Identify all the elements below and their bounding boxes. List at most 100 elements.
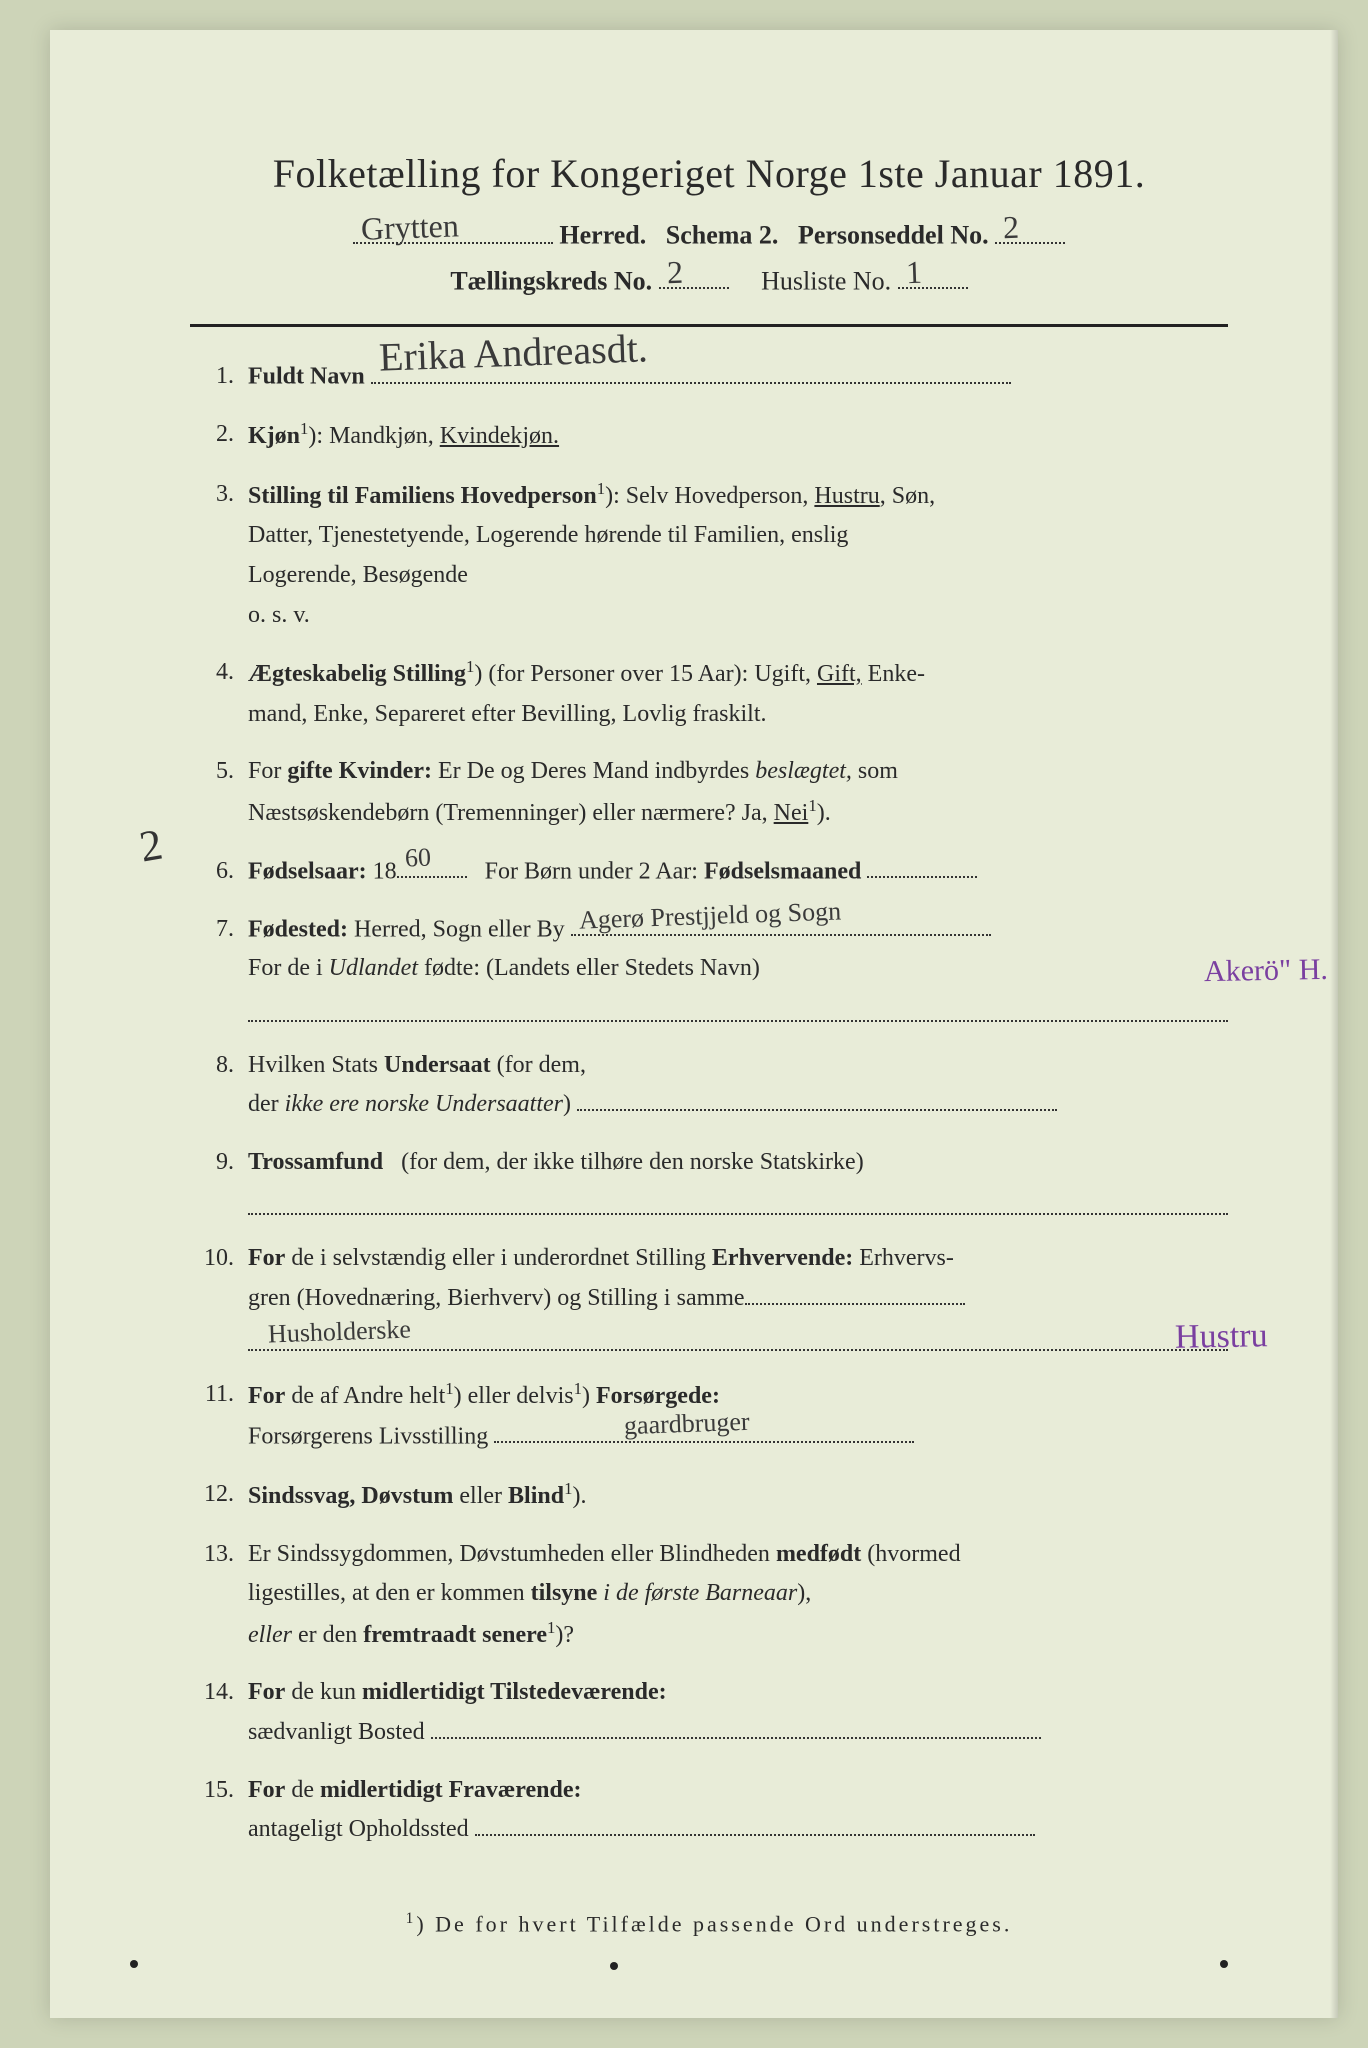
item-number: 11. bbox=[190, 1375, 248, 1457]
text: (hvormed bbox=[861, 1541, 960, 1567]
name-handwritten: Erika Andreasdt. bbox=[378, 315, 649, 390]
herred-label: Herred. bbox=[559, 221, 646, 250]
separator-rule bbox=[190, 324, 1228, 327]
item-number: 2. bbox=[190, 415, 248, 457]
ink-dot bbox=[610, 1962, 618, 1970]
hustru-underlined: Hustru bbox=[814, 483, 879, 509]
item-11: 11. For de af Andre helt1) eller delvis1… bbox=[190, 1375, 1228, 1457]
item-number: 1. bbox=[190, 357, 248, 397]
item-number: 14. bbox=[190, 1673, 248, 1752]
item-2: 2. Kjøn1): Mandkjøn, Kvindekjøn. bbox=[190, 415, 1228, 457]
item-number: 6. bbox=[190, 852, 248, 892]
item-7: 7. Fødested: Herred, Sogn eller By Agerø… bbox=[190, 910, 1228, 1028]
sup: 1 bbox=[445, 1379, 453, 1398]
text: ) bbox=[582, 1383, 596, 1409]
text: Hvilken Stats bbox=[248, 1052, 384, 1078]
item-9: 9. Trossamfund (for dem, der ikke tilhør… bbox=[190, 1143, 1228, 1221]
fremtraadt-label: fremtraadt senere bbox=[363, 1622, 547, 1648]
akero-purple-handwritten: Akerö" H. bbox=[1204, 944, 1329, 996]
text: Enke- bbox=[862, 661, 925, 687]
sindssvag-label: Sindssvag, Døvstum bbox=[248, 1483, 453, 1509]
udlandet-italic: Udlandet bbox=[329, 955, 418, 981]
text: For de i bbox=[248, 955, 329, 981]
text: o. s. v. bbox=[248, 602, 310, 628]
ink-dot bbox=[130, 1960, 138, 1968]
item-number: 10. bbox=[190, 1239, 248, 1357]
footnote: 1) De for hvert Tilfælde passende Ord un… bbox=[190, 1910, 1228, 1937]
barneaar-italic: i de første Barneaar bbox=[597, 1580, 797, 1606]
text: ). bbox=[817, 800, 831, 826]
footnote-sup: 1 bbox=[406, 1910, 417, 1927]
form-items: 1. Fuldt Navn Erika Andreasdt. 2. Kjøn1)… bbox=[190, 357, 1228, 1850]
document-page: 2 Folketælling for Kongeriget Norge 1ste… bbox=[50, 30, 1338, 2018]
ikke-norske-italic: ikke ere norske Undersaatter bbox=[285, 1091, 563, 1117]
for-label: For bbox=[248, 1777, 285, 1803]
gift-underlined: Gift, bbox=[817, 661, 862, 687]
text: For bbox=[248, 758, 287, 784]
item-10: 10. For de i selvstændig eller i underor… bbox=[190, 1239, 1228, 1357]
eller-italic: eller bbox=[248, 1622, 292, 1648]
text: Herred, Sogn eller By bbox=[354, 916, 565, 942]
text: Logerende, Besøgende bbox=[248, 562, 468, 588]
year-handwritten: 60 bbox=[404, 837, 431, 881]
text: de kun bbox=[285, 1679, 362, 1705]
blind-label: Blind bbox=[508, 1483, 564, 1509]
forsorger-handwritten: gaardbruger bbox=[624, 1400, 751, 1447]
text: ): Selv Hovedperson, bbox=[605, 483, 814, 509]
person-no-handwritten: 2 bbox=[1002, 208, 1019, 246]
item-13: 13. Er Sindssygdommen, Døvstumheden elle… bbox=[190, 1535, 1228, 1656]
erhvervende-label: Erhvervende: bbox=[712, 1245, 853, 1271]
item-15: 15. For de midlertidigt Fraværende: anta… bbox=[190, 1771, 1228, 1850]
text: gren (Hovednæring, Bierhverv) og Stillin… bbox=[248, 1285, 745, 1311]
item-number: 5. bbox=[190, 752, 248, 833]
item-number: 15. bbox=[190, 1771, 248, 1850]
hustru-purple-handwritten: Hustru bbox=[1175, 1309, 1269, 1367]
gifte-kvinder-label: gifte Kvinder: bbox=[287, 758, 432, 784]
text: fødte: (Landets eller Stedets Navn) bbox=[418, 955, 760, 981]
personseddel-label: Personseddel No. bbox=[798, 221, 989, 250]
fuldt-navn-label: Fuldt Navn bbox=[248, 364, 365, 390]
undersaat-label: Undersaat bbox=[384, 1052, 491, 1078]
text: Er Sindssygdommen, Døvstumheden eller Bl… bbox=[248, 1541, 776, 1567]
for-label: For bbox=[248, 1245, 285, 1271]
text: er den bbox=[292, 1622, 363, 1648]
tilstedevaerende-label: midlertidigt Tilstedeværende: bbox=[362, 1679, 667, 1705]
ink-dot bbox=[1220, 1960, 1228, 1968]
item-number: 9. bbox=[190, 1143, 248, 1221]
kvindekjon-underlined: Kvindekjøn. bbox=[440, 423, 559, 449]
stilling-label: Stilling til Familiens Hovedperson bbox=[248, 483, 597, 509]
fodested-label: Fødested: bbox=[248, 916, 348, 942]
medfodt-label: medfødt bbox=[776, 1541, 861, 1567]
header-line-1: Grytten Herred. Schema 2. Personseddel N… bbox=[190, 215, 1228, 251]
item-14: 14. For de kun midlertidigt Tilstedevære… bbox=[190, 1673, 1228, 1752]
text: de bbox=[285, 1777, 320, 1803]
for-label: For bbox=[248, 1383, 285, 1409]
herred-handwritten: Grytten bbox=[360, 207, 459, 247]
text: som bbox=[852, 758, 898, 784]
item-1: 1. Fuldt Navn Erika Andreasdt. bbox=[190, 357, 1228, 397]
text: ligestilles, at den er kommen bbox=[248, 1580, 531, 1606]
text: For Børn under 2 Aar: bbox=[485, 858, 698, 884]
for-label: For bbox=[248, 1679, 285, 1705]
schema-label: Schema 2. bbox=[666, 221, 779, 250]
kreds-no-handwritten: 2 bbox=[666, 254, 683, 292]
item-3: 3. Stilling til Familiens Hovedperson1):… bbox=[190, 475, 1228, 635]
item-5: 5. For gifte Kvinder: Er De og Deres Man… bbox=[190, 752, 1228, 833]
text: Næstsøskendebørn (Tremenninger) eller næ… bbox=[248, 800, 774, 826]
tilsyne-label: tilsyne bbox=[531, 1580, 598, 1606]
margin-annotation: 2 bbox=[136, 818, 167, 872]
item-number: 4. bbox=[190, 653, 248, 734]
text: )? bbox=[555, 1622, 574, 1648]
aegteskab-label: Ægteskabelig Stilling bbox=[248, 661, 466, 687]
item-number: 7. bbox=[190, 910, 248, 1028]
text: sædvanligt Bosted bbox=[248, 1719, 425, 1745]
kjon-label: Kjøn bbox=[248, 423, 300, 449]
text: ), bbox=[797, 1580, 811, 1606]
text: Forsørgerens Livsstilling bbox=[248, 1423, 488, 1449]
sup: 1 bbox=[574, 1379, 582, 1398]
beslaegtet-italic: beslægtet, bbox=[755, 758, 852, 784]
trossamfund-label: Trossamfund bbox=[248, 1149, 383, 1175]
text: mand, Enke, Separeret efter Bevilling, L… bbox=[248, 701, 767, 727]
text: de i selvstændig eller i underordnet Sti… bbox=[285, 1245, 712, 1271]
text: antageligt Opholdssted bbox=[248, 1816, 469, 1842]
